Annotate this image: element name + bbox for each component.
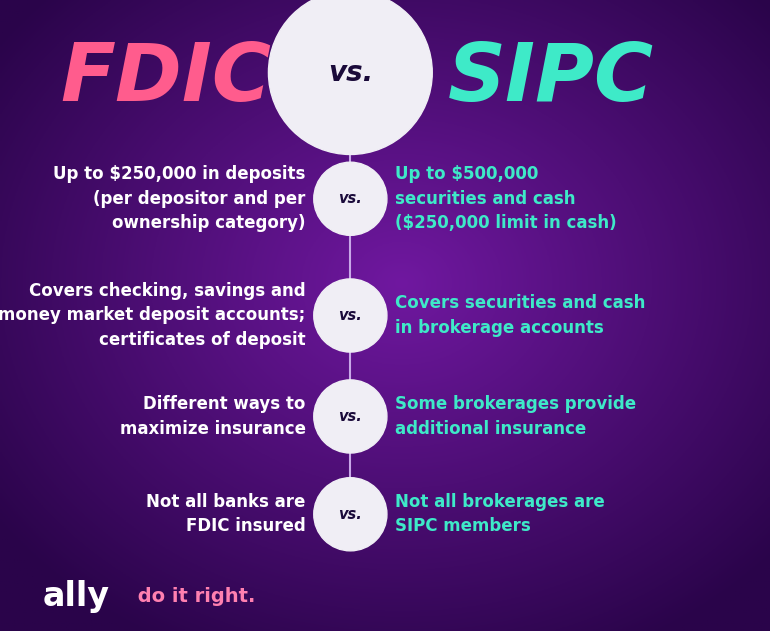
- Text: vs.: vs.: [339, 191, 362, 206]
- Text: vs.: vs.: [339, 308, 362, 323]
- Text: Up to $500,000
securities and cash
($250,000 limit in cash): Up to $500,000 securities and cash ($250…: [395, 165, 617, 232]
- Text: Different ways to
maximize insurance: Different ways to maximize insurance: [119, 395, 306, 438]
- Ellipse shape: [314, 380, 387, 453]
- Text: Not all banks are
FDIC insured: Not all banks are FDIC insured: [146, 493, 306, 536]
- Text: Covers securities and cash
in brokerage accounts: Covers securities and cash in brokerage …: [395, 294, 645, 337]
- Text: Up to $250,000 in deposits
(per depositor and per
ownership category): Up to $250,000 in deposits (per deposito…: [53, 165, 306, 232]
- Ellipse shape: [269, 0, 432, 155]
- Text: vs.: vs.: [339, 409, 362, 424]
- Text: vs.: vs.: [339, 507, 362, 522]
- Text: FDIC: FDIC: [60, 40, 271, 118]
- Text: vs.: vs.: [328, 59, 373, 86]
- Ellipse shape: [314, 478, 387, 551]
- Text: Some brokerages provide
additional insurance: Some brokerages provide additional insur…: [395, 395, 636, 438]
- Text: SIPC: SIPC: [447, 40, 654, 118]
- Text: Covers checking, savings and
money market deposit accounts;
certificates of depo: Covers checking, savings and money marke…: [0, 282, 306, 349]
- Text: ally: ally: [42, 580, 109, 613]
- Ellipse shape: [314, 279, 387, 352]
- Text: Not all brokerages are
SIPC members: Not all brokerages are SIPC members: [395, 493, 604, 536]
- Text: do it right.: do it right.: [131, 587, 256, 606]
- Ellipse shape: [314, 162, 387, 235]
